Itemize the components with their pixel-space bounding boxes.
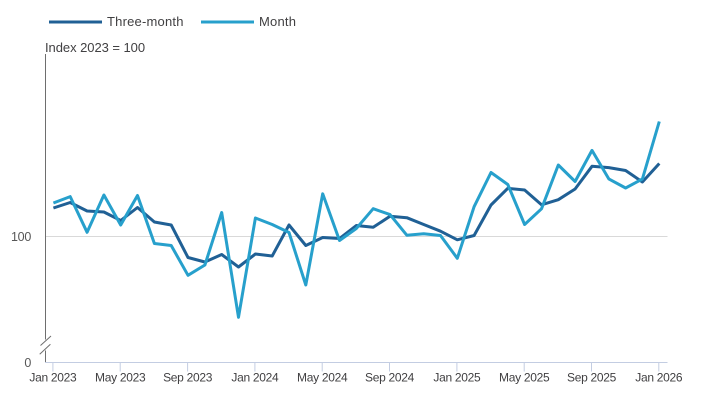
svg-text:Index 2023 = 100: Index 2023 = 100: [45, 40, 145, 55]
svg-text:Sep 2025: Sep 2025: [567, 371, 617, 385]
svg-text:0: 0: [24, 356, 31, 370]
svg-text:Sep 2024: Sep 2024: [365, 371, 415, 385]
svg-text:100: 100: [11, 230, 31, 244]
svg-text:May 2023: May 2023: [95, 371, 146, 385]
svg-text:Sep 2023: Sep 2023: [163, 371, 213, 385]
svg-text:Jan 2026: Jan 2026: [635, 371, 683, 385]
svg-text:Jan 2025: Jan 2025: [433, 371, 481, 385]
svg-text:Jan 2023: Jan 2023: [29, 371, 77, 385]
svg-text:May 2024: May 2024: [297, 371, 348, 385]
svg-text:May 2025: May 2025: [499, 371, 550, 385]
svg-text:Month: Month: [259, 14, 296, 29]
svg-text:Jan 2024: Jan 2024: [231, 371, 279, 385]
svg-text:Three-month: Three-month: [107, 14, 184, 29]
